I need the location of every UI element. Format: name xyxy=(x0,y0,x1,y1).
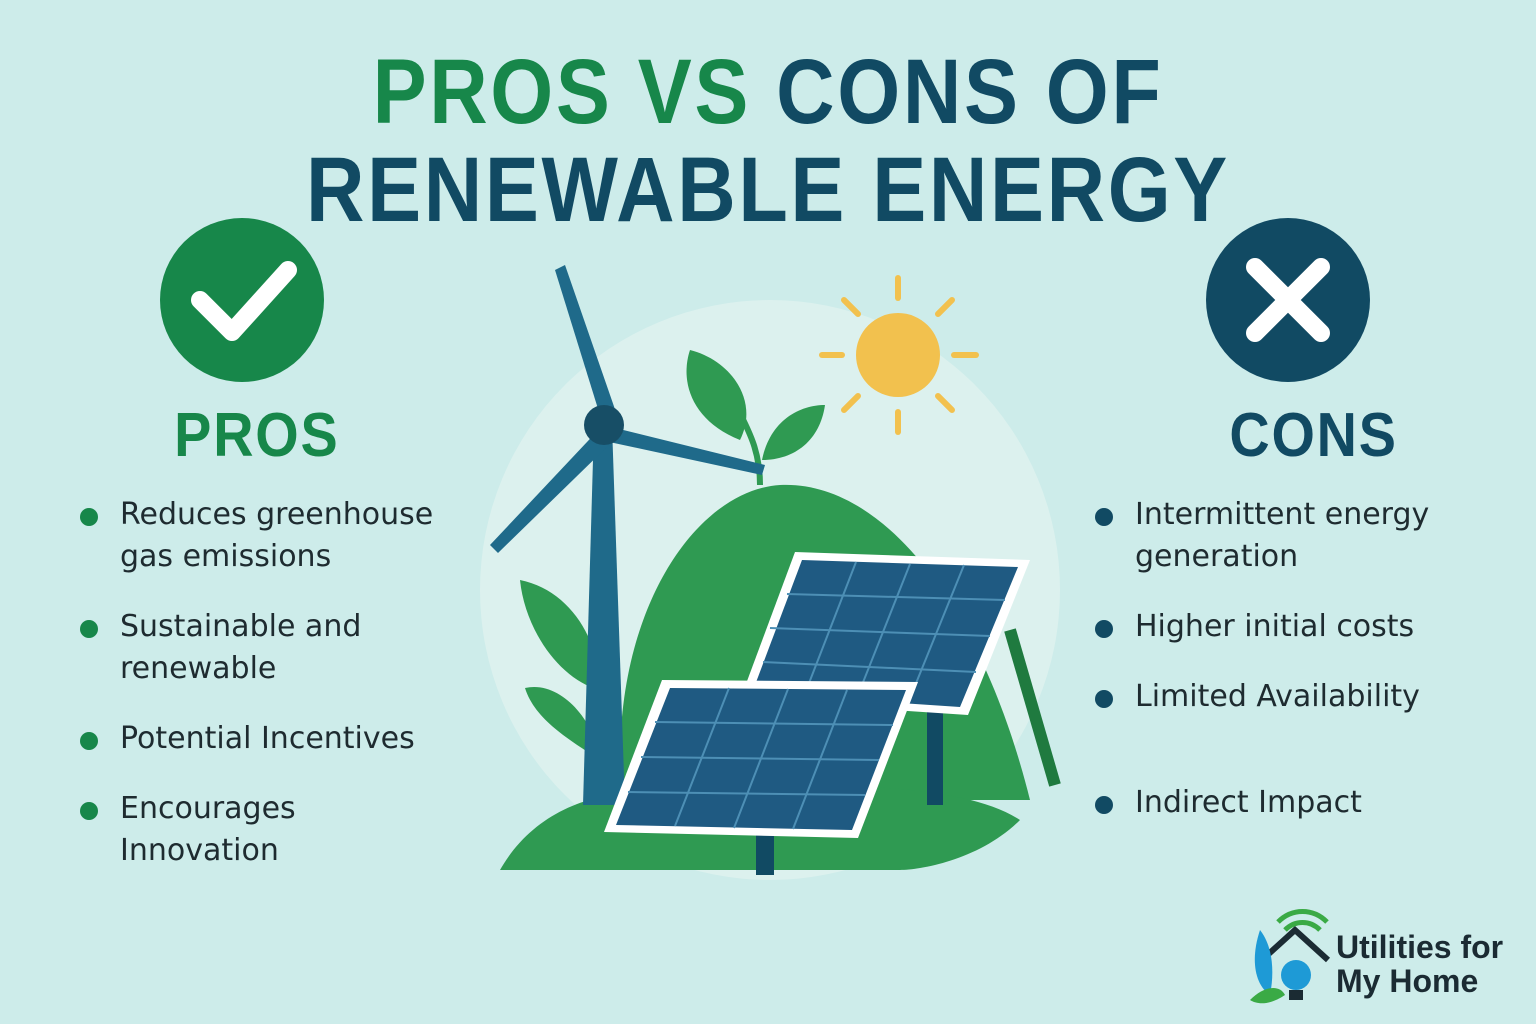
leaf xyxy=(686,350,747,440)
cons-item: Intermittent energy generation xyxy=(1095,494,1475,578)
leaf xyxy=(520,580,600,690)
pros-list: Reduces greenhouse gas emissions Sustain… xyxy=(80,494,460,900)
blade xyxy=(555,265,618,425)
title-cons: CONS OF xyxy=(776,41,1164,143)
title-pros: PROS VS xyxy=(372,41,751,143)
sun xyxy=(819,275,979,435)
pros-item: Reduces greenhouse gas emissions xyxy=(80,494,460,578)
panel-brace xyxy=(1004,628,1061,787)
hub xyxy=(584,405,624,445)
logo-text: Utilities for My Home xyxy=(1336,929,1504,999)
title-line-1: PROS VS CONS OF xyxy=(92,40,1444,145)
panel-grid xyxy=(627,687,894,830)
cons-heading: CONS xyxy=(1229,401,1398,470)
check-icon xyxy=(160,218,324,382)
pros-heading: PROS xyxy=(174,401,340,470)
pros-item: Sustainable and renewable xyxy=(80,606,460,690)
logo-icon xyxy=(1250,909,1331,1004)
cons-item: Indirect Impact xyxy=(1095,782,1475,824)
check-mark xyxy=(191,261,297,341)
title-line-2: RENEWABLE ENERGY xyxy=(306,139,1230,241)
cons-item: Limited Availability xyxy=(1095,676,1475,718)
leaf xyxy=(762,405,825,460)
turbine-tower xyxy=(583,425,625,805)
panel-grid xyxy=(762,561,1006,704)
leaf xyxy=(525,686,600,760)
pros-item: Encourages Innovation xyxy=(80,788,460,872)
blade xyxy=(600,425,765,475)
pros-item: Potential Incentives xyxy=(80,718,460,760)
cons-list: Intermittent energy generation Higher in… xyxy=(1095,494,1475,852)
x-mark xyxy=(1246,258,1330,342)
cons-item: Higher initial costs xyxy=(1095,606,1475,648)
blade xyxy=(490,425,614,553)
